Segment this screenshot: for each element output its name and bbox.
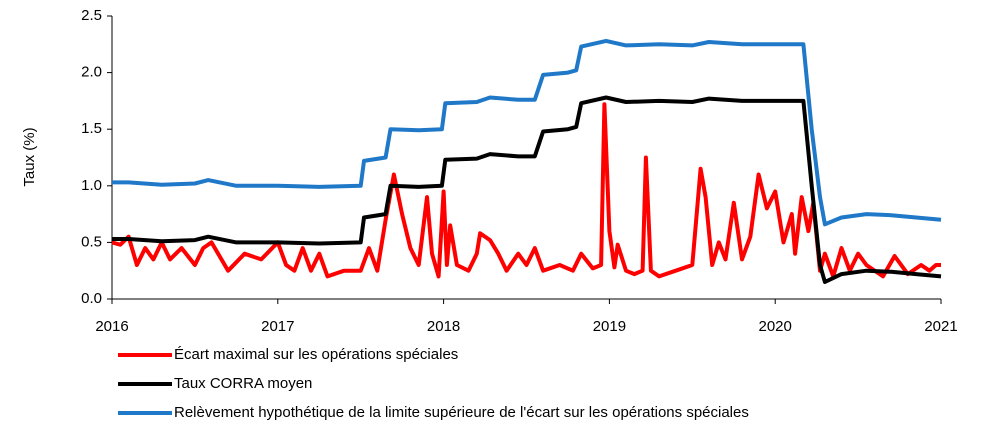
x-tick-label: 2017: [261, 318, 294, 335]
x-tick-label: 2018: [427, 318, 460, 335]
y-axis-label: Taux (%): [21, 127, 38, 186]
y-tick-label: 1.5: [81, 120, 102, 137]
x-tick-label: 2016: [95, 318, 128, 335]
x-tick-label: 2020: [759, 318, 792, 335]
series-line: [112, 95, 942, 284]
y-tick-label: 2.0: [81, 64, 102, 81]
series-line: [112, 38, 942, 227]
x-tick-label: 2019: [593, 318, 626, 335]
y-tick-label: 2.5: [81, 7, 102, 24]
legend-label: Taux CORRA moyen: [174, 375, 312, 392]
y-tick-label: 0.0: [81, 290, 102, 307]
series-line: [111, 102, 941, 279]
legend-label: Écart maximal sur les opérations spécial…: [174, 346, 458, 363]
x-tick-label: 2021: [924, 318, 957, 335]
legend-label: Relèvement hypothétique de la limite sup…: [174, 404, 749, 421]
y-tick-label: 1.0: [81, 177, 102, 194]
y-tick-label: 0.5: [81, 233, 102, 250]
